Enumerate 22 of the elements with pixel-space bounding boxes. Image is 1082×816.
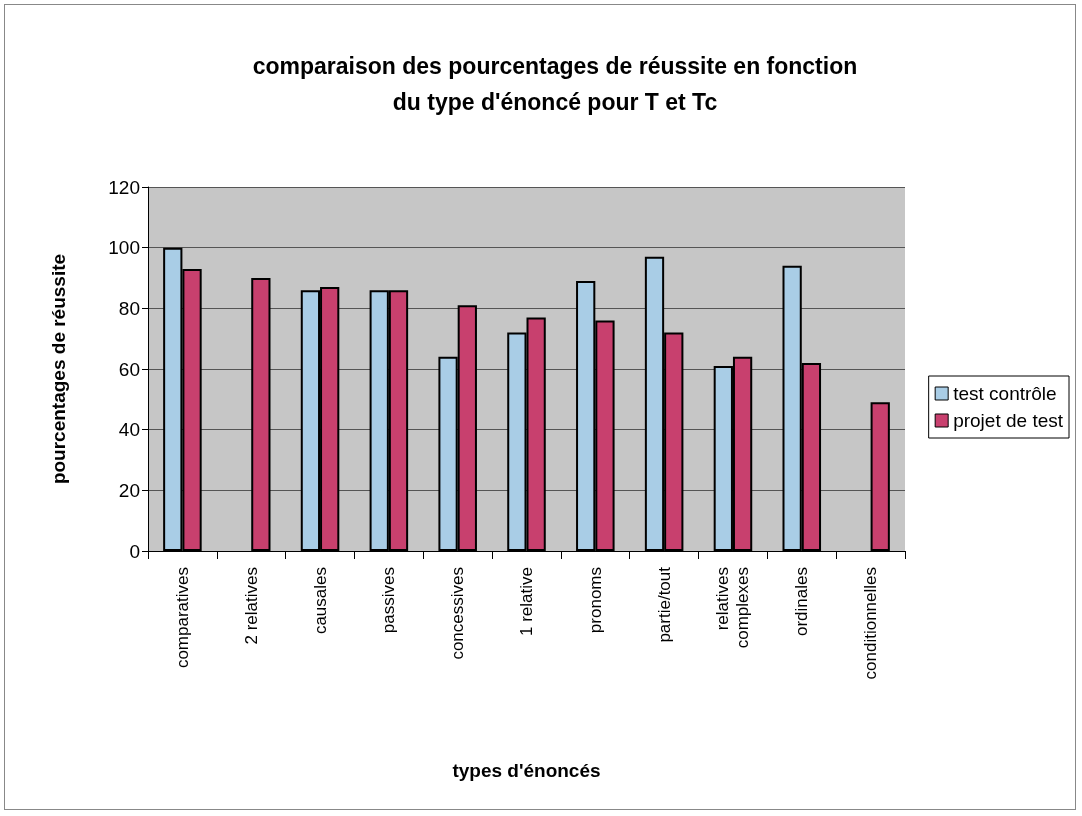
- x-tick-label: 2 relatives: [241, 567, 261, 645]
- y-tick-label: 120: [108, 176, 140, 198]
- x-tick-label: comparatives: [172, 567, 192, 669]
- x-tick-label: ordinales: [792, 567, 812, 636]
- x-tick-label: concessives: [448, 567, 468, 660]
- y-tick-label: 20: [118, 479, 140, 501]
- legend-label: projet de test: [953, 410, 1064, 431]
- y-tick-label: 0: [129, 540, 140, 562]
- y-axis-title: pourcentages de réussite: [48, 253, 69, 485]
- x-tick-label: pronoms: [585, 567, 605, 634]
- x-axis-title: types d'énoncés: [452, 760, 601, 781]
- y-tick-label: 40: [118, 419, 140, 441]
- legend-label: test contrôle: [953, 383, 1057, 404]
- x-tick-label: 1 relative: [517, 567, 536, 636]
- y-tick-label: 60: [118, 358, 140, 380]
- x-tick-label: partie/tout: [654, 566, 674, 643]
- x-tick-label: passives: [379, 567, 399, 634]
- x-tick-label: conditionnelles: [861, 567, 881, 680]
- y-tick-label: 80: [118, 297, 140, 319]
- y-tick-label: 100: [108, 237, 140, 259]
- chart-title: comparaison des pourcentages de réussite en fonction du type d'énoncé pour T et Tc: [252, 53, 858, 115]
- x-tick-label: causales: [310, 567, 330, 635]
